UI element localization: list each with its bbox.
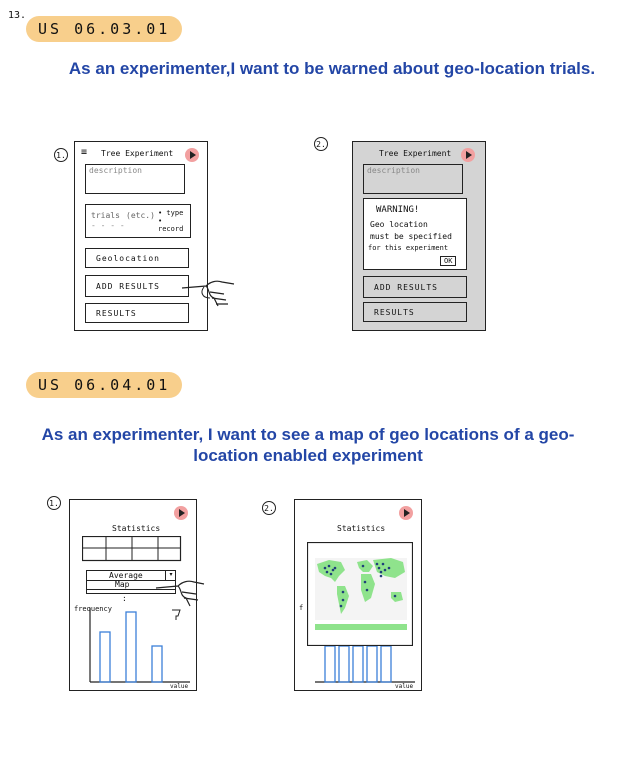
hand-pointer-icon xyxy=(181,280,235,307)
trial-record-item: • record xyxy=(158,217,184,233)
screen-number: 1. xyxy=(47,496,61,510)
user-story-text-2: As an experimenter, I want to see a map … xyxy=(41,425,575,465)
geo-location-map[interactable] xyxy=(307,542,413,646)
histogram-bar xyxy=(151,645,163,683)
warning-line: Geo location xyxy=(370,220,428,229)
histogram-bar xyxy=(99,631,111,683)
map-landmass xyxy=(315,624,407,630)
geolocation-button[interactable]: Geolocation xyxy=(85,248,189,268)
phone-mockup-warning: Tree Experiment description WARNING! Geo… xyxy=(352,141,486,331)
map-landmass xyxy=(317,560,345,582)
histogram-bar xyxy=(366,646,378,683)
phone-mockup-statistics-map: Statistics f value xyxy=(294,499,422,691)
chart-type-dropdown[interactable]: Average ▾ Map xyxy=(86,570,176,594)
trials-etc: (etc.) xyxy=(126,211,155,220)
histogram-bar xyxy=(380,646,392,683)
histogram-bar xyxy=(338,646,350,683)
results-button[interactable]: RESULTS xyxy=(85,303,189,323)
histogram-bar xyxy=(324,646,336,683)
warning-dialog: WARNING! Geo location must be specified … xyxy=(363,198,467,270)
trial-type-item: • type xyxy=(158,209,184,217)
warning-title: WARNING! xyxy=(376,205,420,215)
user-story-text-1: As an experimenter,I want to be warned a… xyxy=(68,59,596,78)
dropdown-more: : xyxy=(122,594,127,603)
filter-icon xyxy=(172,609,181,620)
play-icon[interactable] xyxy=(461,148,475,162)
phone-mockup-tree-experiment: ≡ Tree Experiment description trials (et… xyxy=(74,141,208,331)
screen-number: 1. xyxy=(54,148,68,162)
trials-label: trials xyxy=(91,211,120,220)
y-axis-label: f xyxy=(299,604,304,612)
user-story-tag-2: US 06.04.01 xyxy=(26,372,183,398)
play-icon[interactable] xyxy=(174,506,188,520)
histogram-bar xyxy=(125,611,137,683)
chevron-down-icon[interactable]: ▾ xyxy=(165,571,176,580)
screen-title: Statistics xyxy=(337,524,386,533)
warning-line: must be specified xyxy=(370,232,452,241)
trials-dots: - - - - xyxy=(91,221,125,230)
results-button[interactable]: RESULTS xyxy=(363,302,467,322)
histogram-chart xyxy=(315,646,415,683)
warning-line: for this experiment xyxy=(368,244,449,252)
trials-list: trials (etc.) • type • record - - - - xyxy=(85,204,191,238)
screen-number: 2. xyxy=(314,137,328,151)
description-field[interactable]: description xyxy=(85,164,185,194)
ok-button[interactable]: OK xyxy=(440,256,457,266)
y-axis-label: frequency xyxy=(74,605,112,613)
histogram-bar xyxy=(352,646,364,683)
add-results-button[interactable]: ADD RESULTS xyxy=(85,275,189,297)
play-icon[interactable] xyxy=(399,506,413,520)
dropdown-selected: Average xyxy=(109,571,143,580)
map-landmass xyxy=(357,560,373,572)
page-number: 13. xyxy=(8,10,27,21)
x-axis-label: value xyxy=(170,683,189,690)
description-placeholder: description xyxy=(367,166,420,175)
dropdown-option-map[interactable]: Map xyxy=(115,580,130,589)
statistics-table xyxy=(82,536,182,562)
histogram-chart xyxy=(89,608,190,683)
add-results-button[interactable]: ADD RESULTS xyxy=(363,276,467,298)
description-field: description xyxy=(363,164,463,194)
screen-title: Tree Experiment xyxy=(101,149,174,158)
play-icon[interactable] xyxy=(185,148,199,162)
x-axis-label: value xyxy=(395,683,414,690)
map-landmass xyxy=(391,592,403,602)
user-story-tag-1: US 06.03.01 xyxy=(26,16,183,42)
map-points xyxy=(323,562,397,608)
description-placeholder: description xyxy=(89,166,142,175)
phone-mockup-statistics-histogram: Statistics Average ▾ Map : frequency val… xyxy=(69,499,197,691)
hand-pointer-icon xyxy=(155,580,205,607)
screen-number: 2. xyxy=(262,501,276,515)
screen-title: Tree Experiment xyxy=(379,149,452,158)
menu-icon[interactable]: ≡ xyxy=(81,147,88,158)
screen-title: Statistics xyxy=(112,524,161,533)
